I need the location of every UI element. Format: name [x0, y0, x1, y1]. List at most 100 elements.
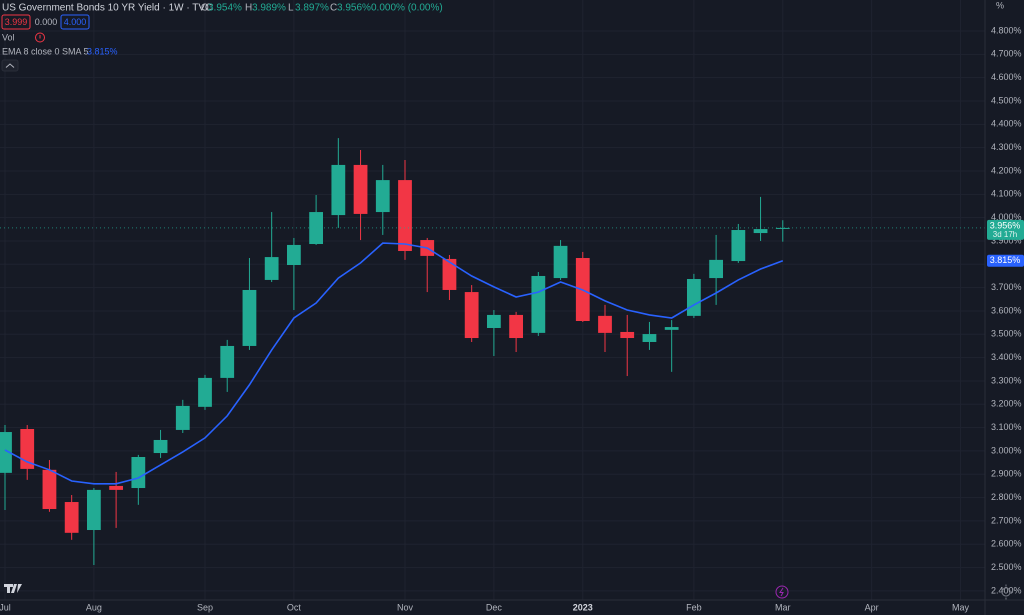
y-tick-label: 2.600% [991, 539, 1022, 549]
y-tick-label: 3.700% [991, 282, 1022, 292]
y-tick-label: 3.300% [991, 375, 1022, 385]
price-tag [987, 219, 1024, 240]
axes: 4.800% 4.700% 4.600% 4.500% 4.400% 4.300% 4.20… [0, 25, 1022, 612]
y-tick-label: 2.800% [991, 492, 1022, 502]
indicator-tag-label: 3.815% [990, 255, 1021, 265]
candle-body [775, 227, 790, 229]
indicator-name: EMA 8 close 0 SMA 5 [2, 46, 89, 56]
warning-icon[interactable] [35, 32, 45, 43]
legend-value: 3.897% [295, 3, 329, 14]
bid[interactable]: 3.999 [5, 17, 28, 27]
candle-body [375, 180, 390, 213]
legend-value: 3.954% [208, 3, 242, 14]
y-tick-label: 2.700% [991, 515, 1022, 525]
y-tick-label: 4.100% [991, 189, 1022, 199]
candle-body [464, 292, 479, 339]
candle-body [509, 314, 523, 339]
settings-icon[interactable] [999, 584, 1013, 600]
candle-body [642, 334, 657, 342]
candle-body [598, 315, 612, 333]
x-tick-label: Oct [287, 602, 302, 612]
candle-body [331, 164, 346, 216]
candle-body [731, 230, 746, 262]
y-tick-label: 2.400% [991, 585, 1022, 595]
legend-value: 3.989% [252, 3, 286, 14]
event-icon[interactable] [775, 585, 789, 599]
axis-unit: % [996, 0, 1004, 10]
candle-body [753, 229, 768, 234]
plot [0, 138, 985, 566]
candle-body [709, 259, 723, 279]
countdown-label: 3d 17h [993, 230, 1017, 239]
y-tick-label: 3.500% [991, 329, 1022, 339]
y-tick-label: 3.600% [991, 305, 1022, 315]
candle-body [242, 289, 257, 346]
candle-body [287, 244, 301, 266]
logo[interactable] [4, 584, 22, 593]
x-tick-label: May [952, 602, 970, 612]
candle-body [398, 180, 412, 252]
x-tick-label: 2023 [573, 602, 593, 612]
legend-key: L [288, 3, 294, 14]
price-tag-label: 3.956% [990, 220, 1021, 230]
candle-body [198, 377, 212, 407]
y-tick-label: 3.200% [991, 399, 1022, 409]
y-tick-label: 4.800% [991, 25, 1022, 35]
vol-label: Vol [2, 32, 15, 42]
legend-key: H [245, 3, 252, 14]
candle-body [353, 164, 368, 214]
candle-body [0, 432, 12, 473]
candle-body [153, 439, 168, 454]
grid [0, 0, 985, 600]
y-tick-label: 4.600% [991, 72, 1022, 82]
x-tick-label: Nov [397, 602, 414, 612]
candle-body [620, 331, 635, 339]
candle-body [42, 469, 57, 510]
spread: 0.000 [35, 17, 58, 27]
candle-body [553, 245, 568, 279]
candle-body [131, 456, 146, 489]
x-tick-label: Feb [686, 602, 702, 612]
y-tick-label: 4.500% [991, 95, 1022, 105]
indicator-value: 3.815% [87, 46, 118, 56]
x-tick-label: Aug [86, 602, 102, 612]
x-tick-label: Sep [197, 602, 213, 612]
ask-button[interactable] [60, 14, 90, 30]
y-tick-label: 4.200% [991, 165, 1022, 175]
y-tick-label: 2.900% [991, 469, 1022, 479]
candle-body [220, 345, 235, 378]
y-tick-label: 3.900% [991, 235, 1022, 245]
x-tick-label: Jul [0, 602, 11, 612]
candle-body [531, 275, 546, 333]
x-tick-label: Dec [486, 602, 503, 612]
candle-body [664, 327, 679, 330]
candle-body [175, 405, 190, 430]
event-icon [779, 587, 784, 597]
legend-change: 0.000% (0.00%) [371, 3, 443, 14]
ema-line [4, 242, 784, 485]
legend-value: 3.956% [337, 3, 371, 14]
y-tick-label: 4.300% [991, 142, 1022, 152]
collapse-button[interactable] [1, 59, 19, 72]
chart-title: US Government Bonds 10 YR Yield · 1W · T… [2, 3, 212, 14]
candle-body [20, 429, 35, 469]
ask[interactable]: 4.000 [64, 17, 87, 27]
candle-body [109, 485, 123, 490]
candle-body [264, 257, 279, 280]
candle-body [64, 502, 79, 533]
legend: O 3.954% H 3.989% L 3.897% C 3.956% 0.000% (0.00… [201, 3, 443, 14]
y-tick-label: 3.000% [991, 445, 1022, 455]
candle-body [487, 314, 501, 328]
y-tick-label: 4.000% [991, 212, 1022, 222]
candle-body [87, 489, 101, 531]
bid-button[interactable] [1, 14, 31, 30]
x-tick-label: Mar [775, 602, 791, 612]
x-tick-label: Apr [865, 602, 879, 612]
price-tags: 3.956%3d 17h 3.815% [987, 219, 1024, 267]
y-tick-label: 4.700% [991, 49, 1022, 59]
legend-key: O [201, 3, 209, 14]
y-tick-label: 3.100% [991, 422, 1022, 432]
